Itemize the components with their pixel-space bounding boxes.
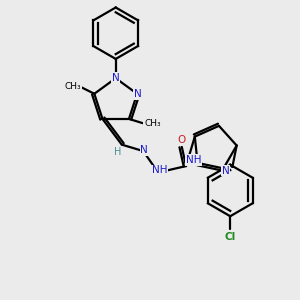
Text: N: N (140, 145, 148, 155)
Text: N: N (112, 73, 120, 83)
Text: H: H (114, 147, 121, 157)
Text: CH₃: CH₃ (64, 82, 81, 91)
Text: N: N (222, 166, 230, 176)
Text: O: O (178, 135, 186, 145)
Text: CH₃: CH₃ (144, 119, 161, 128)
Text: N: N (134, 89, 142, 99)
Text: Cl: Cl (225, 232, 236, 242)
Text: NH: NH (185, 155, 201, 165)
Text: NH: NH (152, 165, 167, 175)
